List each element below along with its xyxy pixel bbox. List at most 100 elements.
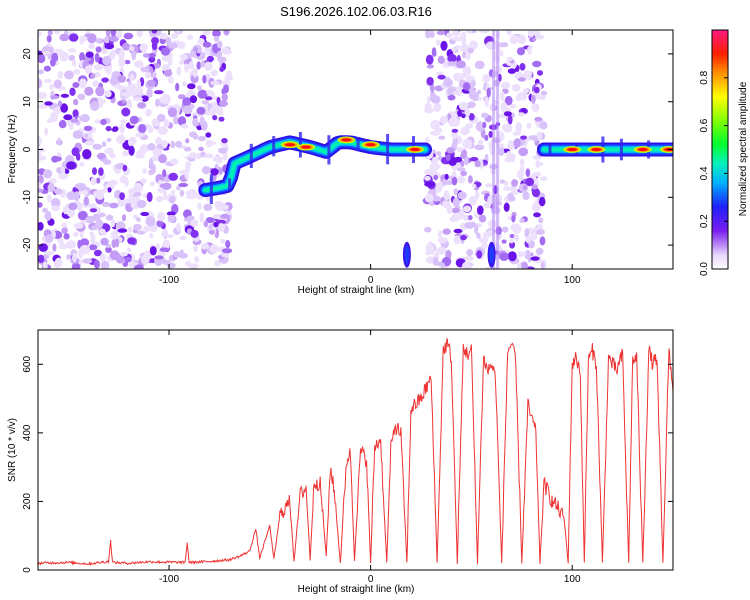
noise-blob: [151, 37, 159, 45]
noise-blob: [179, 235, 187, 241]
noise-blob: [99, 228, 106, 235]
noise-blob: [504, 95, 513, 106]
noise-blob: [469, 157, 479, 162]
hotspot: [406, 146, 424, 153]
noise-blob: [198, 146, 204, 152]
noise-blob: [109, 250, 120, 261]
noise-blob: [485, 183, 493, 188]
noise-blob: [425, 30, 431, 39]
noise-blob: [100, 260, 110, 269]
noise-blob: [45, 234, 54, 243]
noise-blob: [83, 196, 90, 206]
noise-blob: [429, 30, 435, 38]
noise-blob: [217, 223, 225, 232]
noise-blob: [517, 34, 526, 45]
noise-blob: [142, 168, 148, 174]
noise-blob: [424, 181, 435, 187]
noise-blob: [134, 60, 144, 68]
noise-blob: [520, 135, 527, 140]
noise-region: [422, 30, 548, 269]
noise-blob: [117, 75, 126, 83]
noise-blob: [95, 212, 106, 218]
noise-blob: [461, 113, 466, 119]
noise-blob: [123, 32, 134, 40]
noise-blob: [162, 239, 171, 250]
noise-blob: [437, 237, 448, 244]
noise-blob: [525, 236, 531, 244]
hotspot: [563, 146, 582, 153]
noise-blob: [436, 182, 443, 192]
noise-blob: [162, 259, 171, 266]
noise-blob: [117, 197, 127, 207]
noise-blob: [532, 171, 542, 177]
noise-blob: [77, 93, 86, 101]
noise-blob: [506, 153, 516, 160]
noise-blob: [452, 30, 460, 37]
noise-blob: [431, 47, 437, 57]
noise-blob: [470, 80, 476, 87]
noise-blob: [54, 30, 61, 35]
hotspot: [281, 141, 299, 149]
noise-blob: [186, 215, 195, 220]
noise-blob: [517, 263, 522, 269]
noise-blob: [205, 195, 212, 202]
noise-blob: [429, 83, 435, 93]
noise-blob: [78, 78, 87, 89]
noise-blob: [109, 49, 117, 58]
noise-blob: [477, 89, 482, 95]
noise-blob: [156, 220, 164, 228]
noise-blob: [463, 139, 469, 144]
noise-blob: [511, 83, 521, 92]
noise-blob: [539, 236, 546, 246]
noise-blob: [167, 214, 176, 223]
noise-blob: [112, 126, 119, 132]
noise-blob: [524, 228, 530, 238]
noise-blob: [509, 234, 515, 239]
noise-blob: [117, 228, 128, 233]
noise-blob: [89, 208, 98, 213]
noise-blob: [166, 211, 176, 216]
noise-blob: [54, 257, 63, 268]
noise-blob: [519, 166, 525, 177]
noise-blob: [459, 44, 470, 53]
noise-blob: [58, 120, 67, 129]
noise-blob: [94, 52, 100, 63]
noise-blob: [487, 197, 492, 206]
noise-blob: [140, 211, 150, 217]
noise-blob: [73, 191, 80, 202]
noise-blob: [457, 175, 466, 184]
noise-blob: [194, 255, 200, 263]
noise-blob: [464, 107, 471, 118]
noise-blob: [468, 195, 477, 206]
noise-blob: [517, 112, 525, 117]
noise-blob: [215, 156, 223, 164]
noise-blob: [436, 151, 442, 157]
noise-blob: [53, 107, 61, 115]
noise-blob: [216, 40, 223, 49]
noise-blob: [188, 263, 199, 269]
y-tick-label: 600: [22, 356, 33, 373]
noise-blob: [139, 43, 148, 52]
noise-blob: [455, 60, 466, 69]
noise-blob: [185, 190, 193, 196]
noise-blob: [225, 240, 231, 249]
noise-blob: [107, 187, 112, 193]
noise-blob: [177, 94, 186, 100]
noise-blob: [200, 60, 205, 68]
noise-blob: [72, 60, 77, 67]
spectrogram-x-axis-title: Height of straight line (km): [298, 285, 415, 296]
noise-blob: [54, 156, 62, 162]
noise-blob: [535, 229, 545, 236]
noise-blob: [519, 218, 525, 223]
noise-blob: [61, 227, 68, 234]
y-tick-label: 0: [22, 146, 33, 152]
noise-blob: [531, 184, 538, 190]
noise-blob: [530, 94, 536, 104]
noise-blob: [507, 192, 514, 201]
y-tick-label: -20: [22, 237, 33, 252]
noise-blob: [131, 50, 137, 61]
spectrogram-x-ticks: -100 0 100: [159, 30, 581, 286]
noise-blob: [203, 220, 209, 228]
noise-blob: [161, 140, 168, 148]
noise-blob: [474, 144, 485, 151]
